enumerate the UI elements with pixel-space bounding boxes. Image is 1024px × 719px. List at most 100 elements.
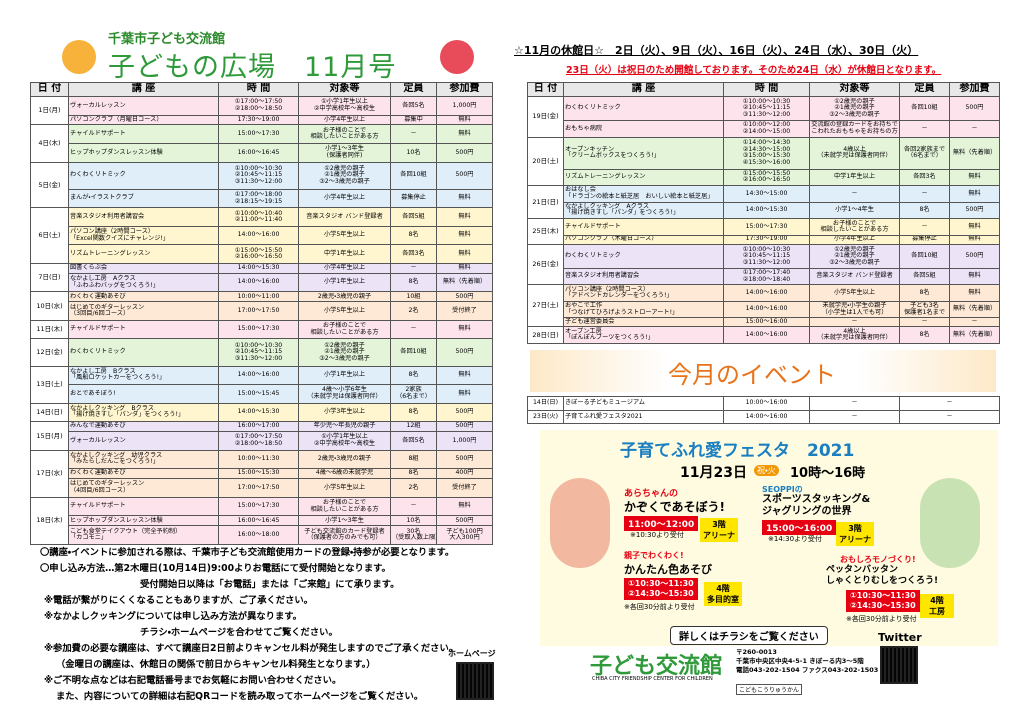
cell: ヴォーカルレッスン	[68, 96, 219, 116]
cell: はじめてのギターレッスン （4回目/6回コース）	[68, 478, 219, 498]
cell: 14:00～16:00	[723, 409, 810, 424]
cell-text: リズムトレーニングレッスン	[565, 173, 646, 181]
cell: 2名	[390, 301, 437, 321]
cell-line: 子ども交流館のカード登録者	[304, 527, 385, 535]
cell: 8名	[390, 225, 437, 246]
cell-line: ②14:30～15:00	[742, 145, 791, 153]
cell: 受付終了	[436, 301, 493, 321]
cell: 15:00～17:30	[723, 218, 810, 236]
cell: パソコンクラブ（木曜日コース）	[563, 234, 724, 245]
schedule-row: 10日(水) わくわく運動あそび 10:00～11:00 2歳児・3歳児の親子 10組 5…	[30, 291, 493, 321]
cell-text: 8名	[408, 469, 419, 477]
column-header: 時 間	[723, 82, 810, 97]
note-line: 〇講座・イベントに参加される際は、千葉市子ども交流館使用カードの登録・持参が必要…	[40, 547, 455, 558]
cell-line: なかよし工房 Bクラス	[70, 367, 136, 375]
place-line: アリーナ	[703, 531, 735, 540]
schedule-row: ヒップホップダンスレッスン体験 16:00～16:45 小学1～3年生 10名 500円	[31, 515, 493, 527]
cell-line: （未就学児は保護者同伴）	[817, 334, 892, 342]
address-line: 千葉市中央区中央4-5-1 きぼーる内3～5階	[736, 657, 864, 665]
cell-text: 15:00～17:30	[237, 325, 280, 333]
cell: 13日(土)	[30, 365, 69, 404]
cell-line: ②10:45～11:15	[742, 104, 791, 112]
org-name: 千葉市子ども交流館	[108, 32, 226, 47]
cell-text: －	[971, 318, 978, 326]
cell: 無料	[436, 365, 493, 386]
cell-line: おやこで工作	[565, 302, 603, 310]
cell: 小学3年生以上	[298, 402, 391, 423]
cell-line: ①17:00～17:40	[742, 269, 791, 277]
cell-text: 14:00～16:00	[237, 278, 280, 286]
cell-text: 無料	[458, 371, 471, 379]
cell: ①10:00～12:00 ②14:00～15:00	[723, 120, 810, 138]
schedule-row: おやこで工作 「つなげてひろげようストローアート!」 14:00～16:00 未就学児…	[528, 300, 1000, 319]
schedule-row: 20日(土) オープンキッチン 「クリームボックスをつくろう!」 ①14:00～14:…	[527, 136, 1000, 187]
cell-text: 12日(金)	[36, 348, 63, 357]
cell-text: －	[946, 412, 953, 420]
cell-text: 無料	[968, 272, 981, 280]
event-place: 3階アリーナ	[700, 518, 738, 542]
cell: 14:00～15:30	[723, 201, 810, 220]
cell-text: 各回10組	[911, 252, 938, 259]
cell: 未就学児・小学生の親子 （小学生は1人でも可）	[809, 300, 900, 319]
cell: 5日(金)	[30, 161, 69, 209]
cell-line: ②18:00～18:50	[234, 104, 283, 112]
cell-text: 500円	[965, 252, 984, 259]
cell-text: まんが・イラストクラブ	[70, 194, 134, 202]
cell: －	[390, 496, 437, 517]
cell-line: ②16:00～16:50	[234, 253, 283, 261]
cell-text: 7日(日)	[38, 273, 61, 282]
schedule-row: 子ども運営委員会 15:00～16:00 － － －	[528, 317, 1000, 328]
cell-line: パソコン講座（2時間コース）	[70, 228, 155, 236]
cell: 小学5年生以上	[298, 478, 391, 498]
cell: 無料	[436, 262, 493, 274]
cell-line: なかよしクッキング 幼児クラス	[70, 451, 163, 459]
cell: ①17:00～18:00 ②18:15～19:15	[218, 188, 299, 209]
cell: －	[899, 396, 1000, 411]
schedule-row: 14日(日) なかよしクッキング Bクラス 「揚げ焼きすし「パンダ」をつくろう!」 1…	[30, 402, 493, 423]
schedule-row: 12日(金) わくわくリトミック ①10:00～10:30 ②10:45～11:15 ③…	[30, 338, 493, 367]
cell-line: 「揚げ焼きすし「パンダ」をつくろう!」	[70, 411, 185, 419]
cell: 無料（先着順）	[949, 300, 1000, 319]
cell: 12組	[390, 421, 437, 433]
cell-line: ③2～3歳児の親子	[829, 110, 880, 118]
cell: 500円	[436, 449, 493, 470]
cell-line: ②1歳児の親子	[834, 252, 875, 259]
cell-line: 保護者1名まで	[903, 308, 946, 316]
cell: 500円	[436, 402, 493, 423]
cell-line: 交流館の登録カードをお持ちで	[811, 121, 898, 129]
column-header: 参加費	[436, 82, 493, 97]
cell: 500円	[949, 243, 1000, 269]
cell-line: ①10:00～10:30	[742, 245, 791, 253]
cell-text: 26日(金)	[532, 260, 559, 269]
cell-line: 4歳以上	[843, 327, 866, 335]
cell-text: みんなで運動あそび	[70, 422, 126, 430]
cell: 無料	[949, 168, 1000, 187]
cell: 無料	[436, 244, 493, 264]
cell: 無料	[436, 124, 493, 145]
event-note: ※各回30分前より受付	[624, 603, 695, 611]
cell-text: 小学1年生以上	[323, 278, 366, 286]
cell-text: 8名	[408, 371, 419, 379]
cell-text: 1,000円	[452, 436, 477, 444]
cell: お子様のことで 相談したいことがある方	[298, 496, 391, 517]
cell-text: 27日(土)	[532, 301, 559, 310]
cell-text: 16:00～18:00	[237, 530, 280, 538]
cell: なかよしクッキング 幼児クラス 「みたらしだんごをつくろう!」	[68, 449, 219, 470]
event-place: 3階 アリーナ	[836, 522, 874, 546]
address-line: 〒260-0013	[736, 648, 777, 656]
cell: ①小学1年生以上 ②中学高校年～高校生	[298, 431, 391, 451]
place-line: 3階	[712, 520, 726, 529]
cell: ①10:00～10:30 ②10:45～11:15 ③11:30～12:00	[218, 161, 299, 190]
cell-line: なかよし工房 Aクラス	[70, 275, 136, 283]
cell-text: 各回10組	[911, 104, 938, 112]
photo-performer	[920, 478, 980, 568]
schedule-row: なかよし工房 Aクラス 「ふわふわバッグをつくろう!」 14:00～16:00 小学1…	[31, 272, 493, 293]
schedule-row: なかよしクッキング Aクラス 「揚げ焼きすし「パンダ」をつくろう!」 14:00～1…	[528, 201, 1000, 220]
cell-line: ③2～3歳児の親子	[829, 258, 880, 266]
cell-text: 14:00～15:30	[237, 264, 280, 272]
cell: 交流館の登録カードをお持ちで こわれたおもちゃをお持ちの方	[809, 120, 900, 138]
cell-text: －	[921, 124, 928, 132]
cell-line: 「つなげてひろげようストローアート!」	[565, 308, 679, 316]
cell-text: 8名	[919, 288, 930, 296]
